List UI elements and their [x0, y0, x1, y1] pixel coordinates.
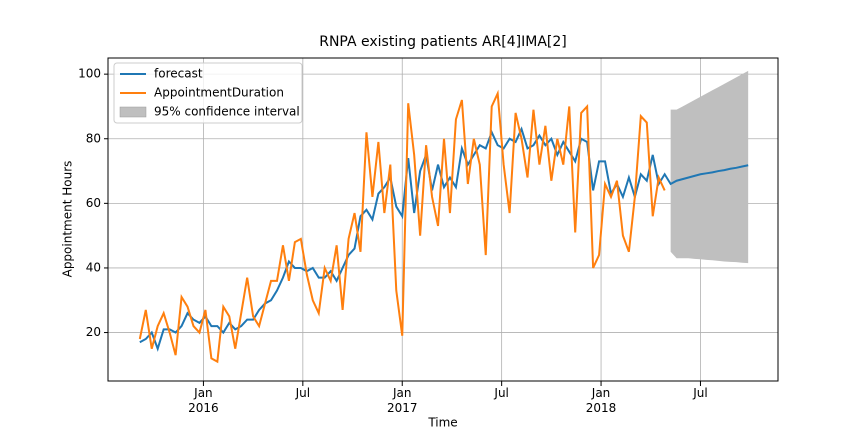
y-axis-label: Appointment Hours — [61, 161, 75, 278]
confidence-band — [670, 70, 749, 264]
y-tick-label: 100 — [78, 67, 101, 81]
x-tick-label: Jan 2016 — [188, 386, 219, 415]
y-tick-label: 60 — [86, 196, 101, 210]
legend-label: AppointmentDuration — [154, 86, 284, 100]
chart-title: RNPA existing patients AR[4]IMA[2] — [319, 34, 567, 50]
y-tick-label: 40 — [86, 260, 101, 274]
x-tick-label: Jan 2018 — [585, 386, 617, 415]
legend-box — [113, 62, 303, 124]
y-tick-label: 20 — [86, 325, 101, 339]
legend-swatch — [119, 106, 147, 118]
series-line — [138, 89, 666, 364]
x-tick-label: Jul — [295, 386, 311, 400]
x-tick-label: Jul — [693, 386, 708, 400]
x-axis-label: Time — [427, 416, 457, 430]
series-line — [139, 126, 749, 352]
plot-frame — [107, 57, 779, 382]
x-tick-label: Jul — [494, 386, 509, 400]
legend-label: forecast — [154, 67, 203, 81]
legend-label: 95% confidence interval — [154, 105, 300, 119]
x-tick-label: Jan 2017 — [386, 386, 418, 415]
y-tick-label: 80 — [86, 131, 101, 145]
